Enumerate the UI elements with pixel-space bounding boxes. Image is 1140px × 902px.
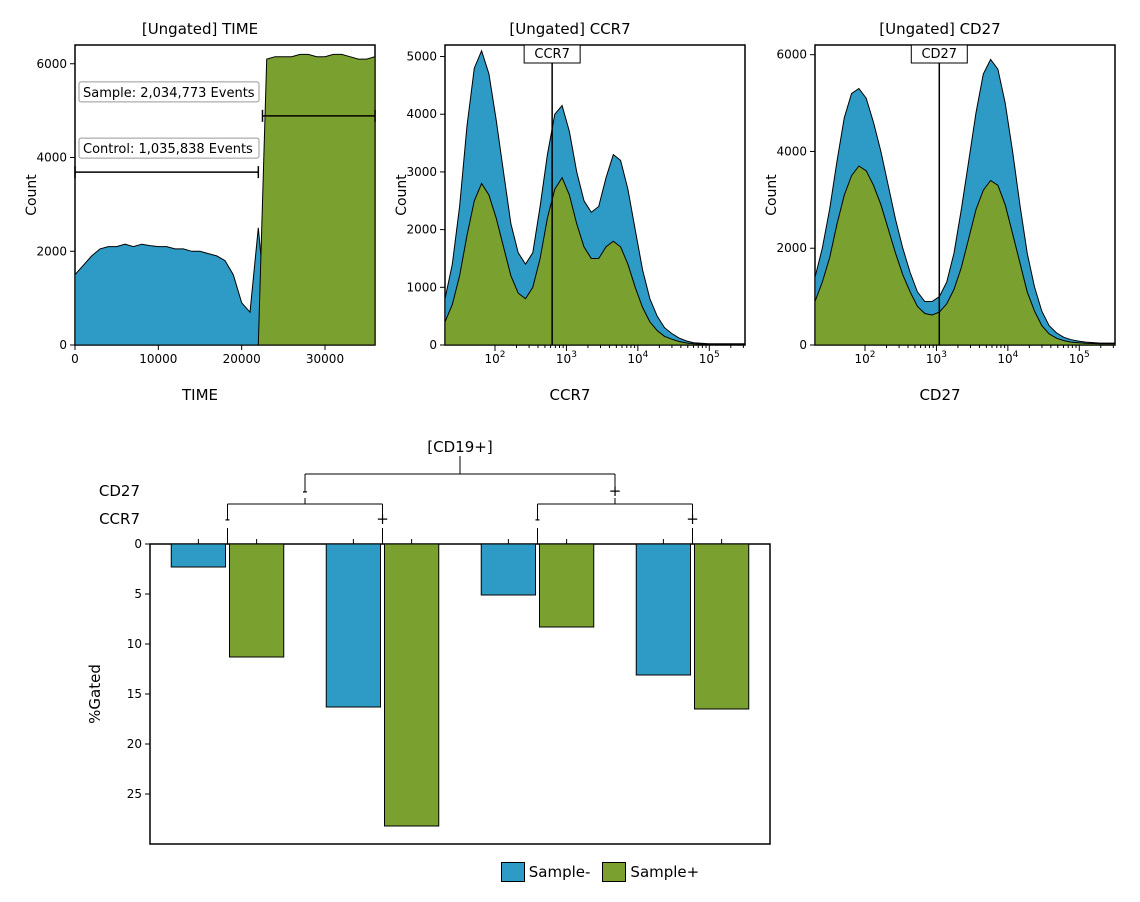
svg-text:2000: 2000	[406, 223, 437, 237]
svg-text:25: 25	[127, 787, 142, 801]
time-xlabel: TIME	[20, 386, 380, 404]
svg-text:0: 0	[429, 338, 437, 352]
svg-text:-: -	[302, 482, 307, 500]
svg-text:+: +	[609, 482, 622, 500]
svg-text:10: 10	[127, 637, 142, 651]
time-panel: [Ungated] TIME 0 2000 4000 6000 0 10000 20000 3…	[20, 20, 380, 404]
svg-text:5: 5	[134, 587, 142, 601]
top-row: [Ungated] TIME 0200040006000010000200003…	[20, 20, 1120, 404]
ccr7-chart: 0 1000 2000 3000 4000 5000 102 103 104 105 Count CC…	[390, 40, 750, 380]
ccr7-panel-title: [Ungated] CCR7	[390, 20, 750, 38]
time-chart: 0 2000 4000 6000 0 10000 20000 30000 Count Sample…	[20, 40, 380, 380]
svg-text:104: 104	[627, 350, 648, 366]
cd27-chart: 0 2000 4000 6000 102 103 104 105 Count CD27	[760, 40, 1120, 380]
bottom-row: 0 5 10 15 20 25 %Gated [CD19+] CD27 - + CCR7 - + - + Sa…	[80, 434, 1120, 882]
svg-text:2000: 2000	[36, 244, 67, 258]
svg-text:105: 105	[699, 350, 720, 366]
svg-text:103: 103	[556, 350, 577, 366]
svg-text:102: 102	[854, 350, 875, 366]
svg-text:6000: 6000	[36, 57, 67, 71]
svg-text:10000: 10000	[139, 352, 177, 366]
svg-text:102: 102	[484, 350, 505, 366]
time-panel-title: [Ungated] TIME	[20, 20, 380, 38]
svg-text:20: 20	[127, 737, 142, 751]
svg-text:+: +	[376, 510, 389, 528]
svg-text:1000: 1000	[406, 280, 437, 294]
svg-text:%Gated: %Gated	[86, 664, 104, 724]
svg-text:3000: 3000	[406, 165, 437, 179]
svg-text:+: +	[686, 510, 699, 528]
svg-text:-: -	[535, 510, 540, 528]
svg-text:Control: 1,035,838 Events: Control: 1,035,838 Events	[83, 142, 253, 157]
svg-text:4000: 4000	[776, 144, 807, 158]
svg-text:6000: 6000	[776, 48, 807, 62]
cd27-xlabel: CD27	[760, 386, 1120, 404]
legend-item-sample-plus: Sample+	[602, 862, 699, 882]
svg-text:Count: Count	[764, 174, 780, 216]
svg-text:-: -	[225, 510, 230, 528]
svg-text:15: 15	[127, 687, 142, 701]
legend-item-sample-minus: Sample-	[501, 862, 591, 882]
svg-text:Count: Count	[24, 174, 40, 216]
svg-text:104: 104	[997, 350, 1018, 366]
svg-text:105: 105	[1069, 350, 1090, 366]
cd27-panel: [Ungated] CD27 0 2000 4000 6000 102 103 104 105…	[760, 20, 1120, 404]
legend-swatch-sample-minus	[501, 862, 525, 882]
legend-label-sample-plus: Sample+	[630, 863, 699, 881]
legend: Sample- Sample+	[80, 862, 1120, 882]
svg-text:5000: 5000	[406, 50, 437, 64]
svg-text:[CD19+]: [CD19+]	[427, 438, 492, 456]
svg-text:CD27: CD27	[921, 47, 957, 62]
cd27-panel-title: [Ungated] CD27	[760, 20, 1120, 38]
svg-text:2000: 2000	[776, 241, 807, 255]
svg-text:4000: 4000	[406, 107, 437, 121]
svg-text:0: 0	[134, 537, 142, 551]
svg-text:20000: 20000	[223, 352, 261, 366]
svg-text:0: 0	[71, 352, 79, 366]
ccr7-panel: [Ungated] CCR7 0 1000 2000 3000 4000 5000 102 1…	[390, 20, 750, 404]
bar-chart: 0 5 10 15 20 25 %Gated [CD19+] CD27 - + CCR7 - + - +	[80, 434, 780, 854]
svg-text:0: 0	[59, 338, 67, 352]
ccr7-xlabel: CCR7	[390, 386, 750, 404]
svg-text:0: 0	[799, 338, 807, 352]
svg-text:CCR7: CCR7	[99, 510, 140, 528]
legend-label-sample-minus: Sample-	[529, 863, 591, 881]
legend-swatch-sample-plus	[602, 862, 626, 882]
svg-text:103: 103	[926, 350, 947, 366]
svg-text:Count: Count	[394, 174, 410, 216]
svg-text:Sample: 2,034,773 Events: Sample: 2,034,773 Events	[83, 86, 255, 101]
svg-text:4000: 4000	[36, 151, 67, 165]
svg-text:CD27: CD27	[99, 482, 140, 500]
svg-text:30000: 30000	[306, 352, 344, 366]
svg-text:CCR7: CCR7	[534, 47, 569, 62]
